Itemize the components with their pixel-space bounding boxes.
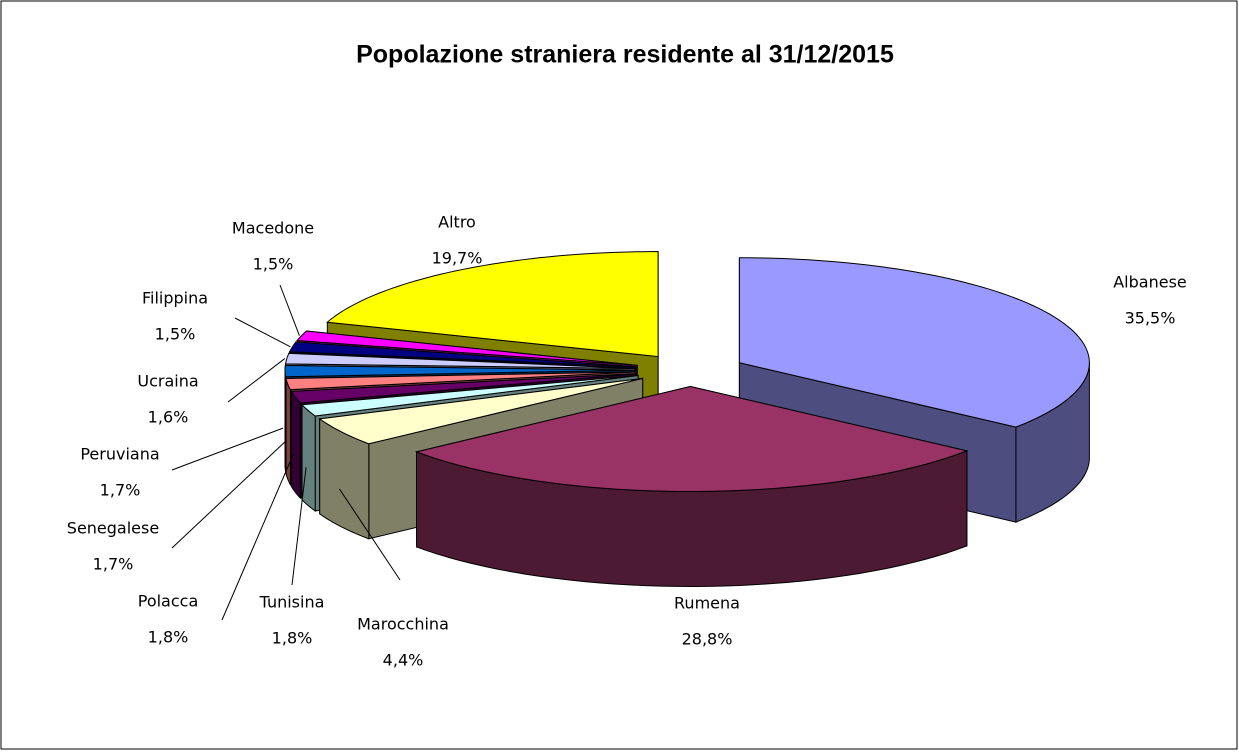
pie-slice [290, 373, 637, 404]
leader-line [171, 427, 284, 471]
slice-value-label: 28,8% [682, 630, 733, 649]
slice-label: Albanese [1113, 273, 1187, 292]
slice-label: Macedone [232, 219, 314, 238]
pie-slice-side [301, 403, 316, 512]
pie-slice [284, 352, 636, 369]
chart-title: Popolazione straniera residente al 31/12… [356, 41, 894, 69]
slice-value-label: 1,7% [100, 481, 141, 500]
pie-slice-side [290, 389, 301, 500]
pie-slice [414, 385, 969, 492]
pie-slice [284, 365, 636, 378]
leader-line [227, 358, 286, 403]
slice-value-label: 1,8% [272, 629, 313, 648]
slice-label: Peruviana [80, 445, 159, 464]
leader-line [291, 467, 307, 586]
pie-slice [300, 374, 639, 417]
slice-value-label: 19,7% [432, 249, 483, 268]
leader-line [338, 488, 401, 581]
slice-value-label: 4,4% [383, 651, 424, 670]
slice-label: Polacca [138, 592, 199, 611]
labels: Albanese 35,5% Rumena 28,8% Marocchina 4,4% Tu… [67, 213, 1187, 670]
slice-value-label: 35,5% [1125, 309, 1176, 328]
pie-slice [318, 377, 643, 445]
slice-value-label: 1,7% [93, 555, 134, 574]
slice-label: Filippina [142, 289, 208, 308]
slice-value-label: 1,5% [253, 255, 294, 274]
leader-line [279, 284, 300, 336]
pie-slice [285, 371, 636, 391]
leader-line [221, 454, 294, 621]
pie-slice [326, 251, 659, 358]
slice-label: Marocchina [357, 615, 449, 634]
pie-tops [284, 251, 1090, 492]
slice-label: Tunisina [259, 593, 325, 612]
slice-label: Rumena [674, 594, 740, 613]
leader-line [234, 317, 291, 348]
slice-label: Altro [438, 213, 476, 232]
slice-label: Senegalese [67, 519, 159, 538]
slice-label: Ucraina [137, 372, 198, 391]
pie-slice [296, 330, 638, 366]
pie-slice [738, 257, 1090, 428]
slice-value-label: 1,5% [155, 325, 196, 344]
pie-slice [288, 341, 637, 368]
slice-value-label: 1,8% [148, 628, 189, 647]
slice-value-label: 1,6% [148, 408, 189, 427]
leader-line [171, 440, 287, 549]
